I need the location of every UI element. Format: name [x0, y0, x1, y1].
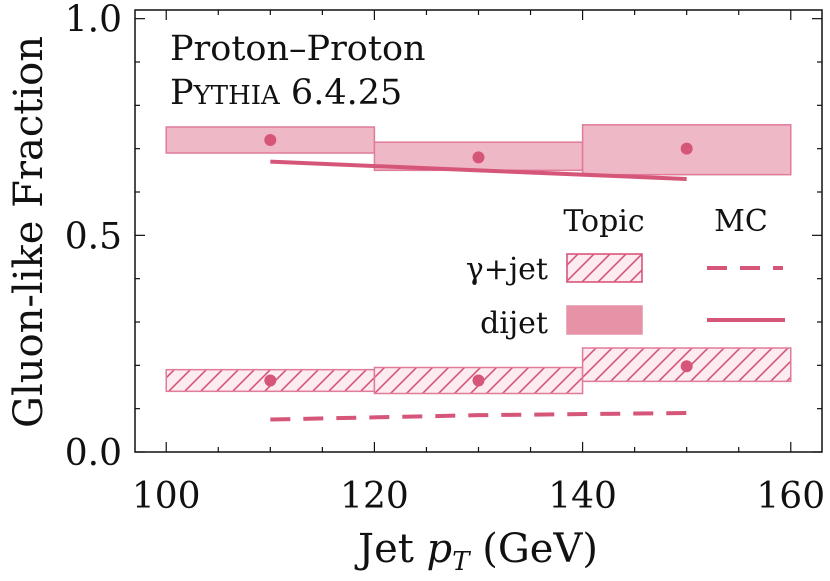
y-tick-label: 0.0	[65, 433, 122, 474]
legend-label-dijet: dijet	[480, 306, 548, 341]
y-axis-label: Gluon-like Fraction	[6, 36, 52, 428]
gamma-jet-topic-point-3	[680, 360, 693, 373]
x-axis-label-unit: (GeV)	[470, 526, 598, 572]
annotation-generator: PYTHIA 6.4.25	[170, 73, 402, 113]
x-axis-label-sub: T	[452, 547, 471, 577]
legend-swatch-gamma-topic	[566, 253, 643, 283]
x-axis-label-var: p	[427, 526, 453, 572]
gamma-jet-topic-point-2	[472, 374, 485, 387]
dijet-topic-point-2	[472, 151, 485, 164]
mc-lines	[270, 159, 687, 422]
gamma-jet-topic-point-1	[264, 374, 277, 387]
dijet-mc-line	[270, 159, 687, 181]
dijet-topic-point-3	[680, 142, 693, 155]
gamma-jet-mc-line	[270, 411, 687, 422]
y-axis-ticks: 0.0 0.5 1.0	[65, 0, 822, 474]
x-axis-label-main: Jet	[354, 526, 427, 572]
x-axis-ticks: 100 120 140 160	[132, 10, 825, 517]
legend: Topic MC γ+jet dijet	[466, 204, 785, 341]
x-tick-label: 160	[756, 476, 825, 517]
x-tick-label: 140	[548, 476, 617, 517]
legend-label-gamma-jet: γ+jet	[466, 252, 548, 287]
annotation-collision: Proton–Proton	[170, 29, 426, 69]
legend-header-topic: Topic	[563, 204, 644, 239]
x-tick-label: 120	[340, 476, 409, 517]
generator-smallcaps: YTHIA	[193, 81, 281, 111]
topic-points	[264, 134, 693, 387]
generator-version: 6.4.25	[280, 73, 402, 113]
y-tick-label: 0.5	[65, 216, 122, 257]
legend-swatch-dijet-topic	[566, 305, 643, 335]
legend-header-mc: MC	[714, 204, 768, 239]
dijet-topic-point-1	[264, 134, 277, 146]
x-tick-label: 100	[132, 476, 201, 517]
generator-initial: P	[170, 73, 194, 113]
y-tick-label: 1.0	[65, 0, 122, 41]
x-axis-label: Jet pT (GeV)	[354, 526, 598, 577]
